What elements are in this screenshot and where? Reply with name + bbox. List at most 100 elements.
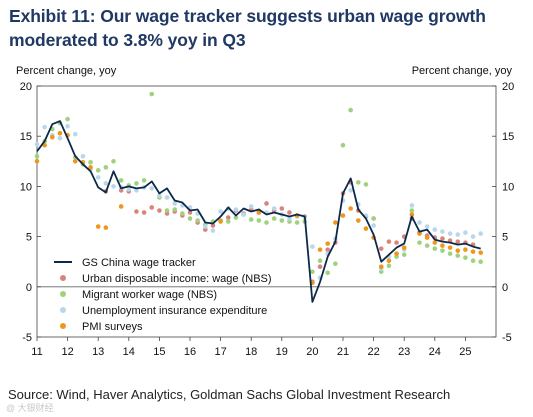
- scatter-point: [271, 206, 277, 211]
- scatter-point: [417, 220, 422, 225]
- scatter-point: [103, 225, 109, 230]
- scatter-point: [256, 218, 262, 223]
- scatter-point: [394, 240, 399, 245]
- y-tick-label-left: -5: [22, 332, 32, 344]
- scatter-point: [363, 182, 369, 187]
- scatter-point: [386, 258, 392, 263]
- y-tick-label-left: 10: [20, 181, 32, 193]
- legend-label: PMI surveys: [82, 321, 143, 333]
- chart-legend: GS China wage tracker Urban disposable in…: [54, 257, 272, 333]
- x-tick-label: 23: [398, 346, 410, 358]
- scatter-point: [279, 206, 285, 211]
- y-tick-label-left: 20: [20, 81, 32, 93]
- series-pmi-surveys: [34, 130, 484, 286]
- scatter-point: [248, 204, 254, 209]
- scatter-point: [248, 217, 254, 222]
- x-tick-label: 18: [245, 346, 257, 358]
- legend-label: Urban disposable income: wage (NBS): [82, 273, 272, 285]
- legend-label: Unemployment insurance expenditure: [82, 305, 267, 317]
- scatter-point: [180, 211, 185, 216]
- scatter-point: [118, 204, 124, 209]
- x-tick-label: 12: [61, 346, 73, 358]
- scatter-point: [103, 165, 109, 170]
- scatter-point: [271, 216, 277, 221]
- scatter-point: [134, 181, 139, 186]
- scatter-point: [333, 261, 338, 267]
- series-line-gs-china-wage-tracker: [36, 120, 481, 303]
- scatter-point: [310, 244, 315, 249]
- y-tick-label-right: -5: [502, 332, 512, 344]
- y-tick-label-left: 0: [26, 282, 32, 294]
- scatter-point: [294, 220, 300, 225]
- scatter-point: [210, 228, 216, 233]
- scatter-point: [225, 215, 231, 220]
- scatter-point: [317, 247, 323, 252]
- chart-title: Exhibit 11: Our wage tracker suggests ur…: [9, 4, 529, 52]
- scatter-point: [225, 219, 231, 224]
- scatter-point: [432, 246, 438, 251]
- scatter-point: [103, 181, 109, 186]
- scatter-point: [424, 243, 430, 248]
- scatter-point: [187, 216, 193, 221]
- scatter-point: [325, 270, 331, 276]
- scatter-point: [42, 124, 47, 130]
- scatter-point: [34, 141, 40, 147]
- scatter-point: [149, 186, 155, 191]
- scatter-point: [401, 252, 407, 257]
- y-tick-label-right: 5: [502, 232, 508, 244]
- x-tick-label: 25: [459, 346, 471, 358]
- scatter-point: [241, 212, 246, 217]
- legend-label: GS China wage tracker: [82, 257, 196, 269]
- scatter-point: [65, 123, 70, 129]
- scatter-point: [478, 259, 484, 265]
- scatter-point: [57, 135, 63, 141]
- scatter-point: [447, 231, 453, 236]
- x-tick-label: 16: [184, 346, 196, 358]
- scatter-point: [34, 153, 40, 159]
- scatter-point: [340, 213, 346, 218]
- scatter-point: [95, 168, 101, 173]
- x-tick-label: 11: [31, 346, 42, 358]
- scatter-point: [440, 229, 445, 234]
- legend-swatch-dot: [60, 323, 66, 329]
- scatter-point: [57, 130, 63, 136]
- scatter-point: [432, 240, 438, 245]
- scatter-point: [371, 223, 376, 228]
- scatter-point: [134, 188, 139, 193]
- scatter-point: [401, 245, 407, 250]
- scatter-point: [447, 245, 453, 250]
- y-axis-label-left: Percent change, yoy: [16, 65, 117, 77]
- scatter-point: [470, 258, 476, 263]
- scatter-point: [218, 219, 223, 224]
- x-tick-label: 17: [214, 346, 226, 358]
- y-tick-label-left: 15: [20, 131, 32, 143]
- y-tick-label-right: 20: [502, 81, 514, 93]
- x-tick-label: 13: [92, 346, 104, 358]
- scatter-point: [455, 253, 461, 258]
- series-migrant-worker-wage-nbs-: [34, 91, 484, 276]
- scatter-point: [447, 251, 453, 256]
- scatter-point: [409, 212, 415, 217]
- scatter-point: [118, 178, 124, 183]
- scatter-point: [157, 193, 162, 198]
- scatter-point: [478, 231, 484, 236]
- x-tick-label: 15: [153, 346, 165, 358]
- scatter-point: [363, 226, 369, 231]
- scatter-point: [164, 208, 170, 213]
- scatter-point: [149, 91, 155, 97]
- scatter-point: [134, 209, 139, 214]
- chart-axes: -5 -5 0 0 5 5 10 10 15 15 20 20 11 12 13 14 15 16 17 18 19 20…: [20, 81, 515, 358]
- scatter-point: [470, 249, 476, 254]
- scatter-point: [34, 159, 40, 164]
- scatter-point: [149, 205, 155, 210]
- scatter-point: [478, 250, 484, 255]
- scatter-point: [463, 255, 468, 260]
- scatter-point: [463, 230, 468, 235]
- scatter-point: [378, 246, 384, 251]
- scatter-point: [417, 231, 422, 236]
- y-tick-label-right: 15: [502, 131, 514, 143]
- scatter-point: [164, 195, 170, 200]
- scatter-point: [371, 216, 376, 221]
- scatter-point: [348, 206, 353, 211]
- scatter-point: [279, 218, 285, 223]
